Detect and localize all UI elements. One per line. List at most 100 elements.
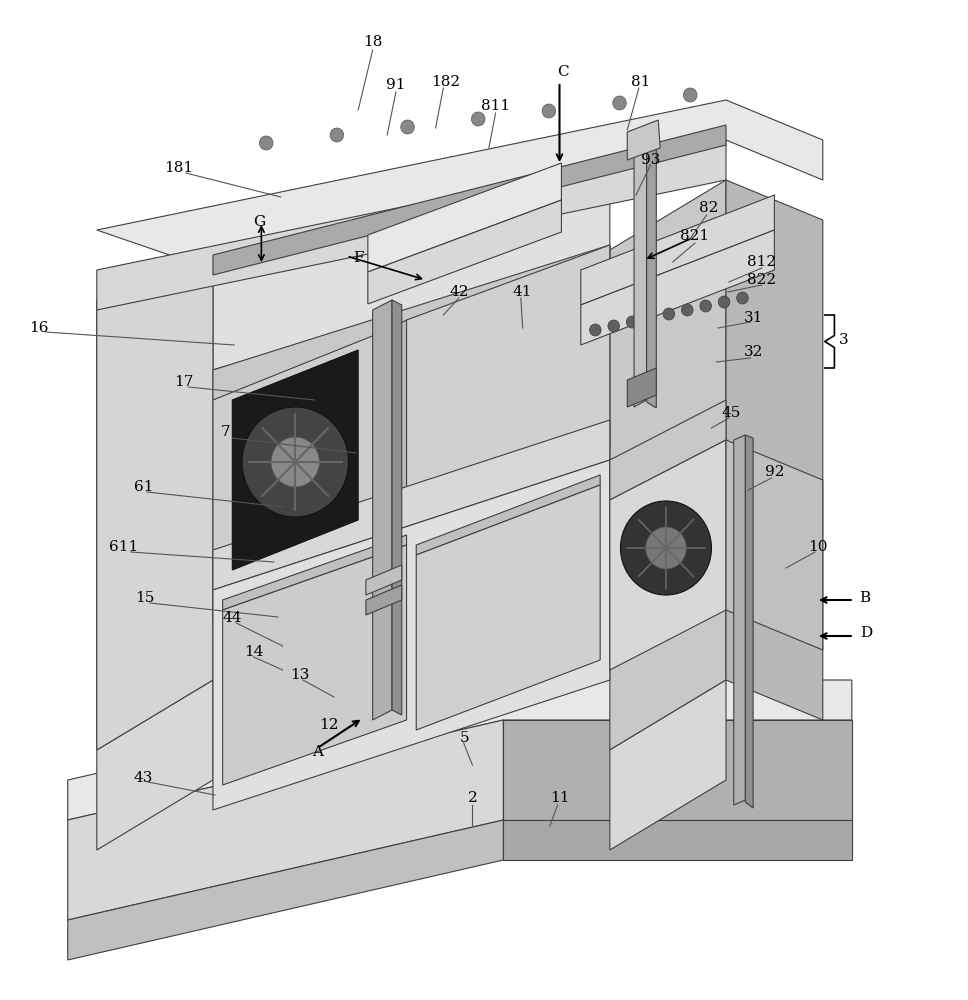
Polygon shape bbox=[392, 300, 402, 715]
Polygon shape bbox=[213, 420, 610, 590]
Polygon shape bbox=[581, 230, 774, 345]
Polygon shape bbox=[387, 320, 407, 560]
Text: 81: 81 bbox=[631, 75, 650, 89]
Polygon shape bbox=[68, 680, 852, 820]
Polygon shape bbox=[223, 545, 407, 785]
Text: 41: 41 bbox=[513, 285, 532, 299]
Polygon shape bbox=[213, 330, 387, 620]
Text: 31: 31 bbox=[743, 311, 763, 325]
Circle shape bbox=[626, 316, 638, 328]
Circle shape bbox=[646, 527, 686, 569]
Text: 45: 45 bbox=[721, 406, 741, 420]
Circle shape bbox=[542, 104, 556, 118]
Circle shape bbox=[645, 312, 656, 324]
Text: 44: 44 bbox=[223, 611, 242, 625]
Text: 7: 7 bbox=[221, 425, 230, 439]
Circle shape bbox=[471, 112, 485, 126]
Polygon shape bbox=[416, 485, 600, 730]
Polygon shape bbox=[581, 195, 774, 305]
Polygon shape bbox=[416, 475, 600, 555]
Polygon shape bbox=[407, 245, 610, 520]
Text: A: A bbox=[312, 745, 323, 759]
Text: 61: 61 bbox=[134, 480, 153, 494]
Text: 11: 11 bbox=[550, 791, 569, 805]
Circle shape bbox=[700, 300, 711, 312]
Text: 12: 12 bbox=[319, 718, 339, 732]
Circle shape bbox=[718, 296, 730, 308]
Polygon shape bbox=[232, 350, 358, 570]
Polygon shape bbox=[68, 820, 503, 960]
Polygon shape bbox=[373, 300, 392, 720]
Text: 181: 181 bbox=[165, 161, 194, 175]
Polygon shape bbox=[610, 680, 726, 850]
Circle shape bbox=[242, 407, 348, 517]
Polygon shape bbox=[627, 120, 660, 160]
Text: 14: 14 bbox=[244, 645, 263, 659]
Polygon shape bbox=[213, 460, 610, 810]
Text: 811: 811 bbox=[481, 99, 510, 113]
Circle shape bbox=[620, 501, 711, 595]
Text: 821: 821 bbox=[681, 229, 710, 243]
Text: 32: 32 bbox=[743, 345, 763, 359]
Text: 182: 182 bbox=[431, 75, 460, 89]
Polygon shape bbox=[97, 680, 213, 850]
Text: 17: 17 bbox=[174, 375, 194, 389]
Polygon shape bbox=[213, 125, 726, 275]
Text: 3: 3 bbox=[839, 333, 849, 347]
Polygon shape bbox=[503, 720, 852, 820]
Polygon shape bbox=[734, 435, 745, 805]
Polygon shape bbox=[745, 435, 753, 808]
Text: 10: 10 bbox=[808, 540, 828, 554]
Text: 43: 43 bbox=[134, 771, 153, 785]
Circle shape bbox=[681, 304, 693, 316]
Polygon shape bbox=[726, 180, 823, 720]
Text: 91: 91 bbox=[386, 78, 406, 92]
Text: 18: 18 bbox=[363, 35, 382, 49]
Polygon shape bbox=[366, 585, 402, 615]
Polygon shape bbox=[610, 180, 726, 750]
Circle shape bbox=[613, 96, 626, 110]
Text: 42: 42 bbox=[449, 285, 469, 299]
Text: C: C bbox=[558, 65, 569, 79]
Text: D: D bbox=[861, 626, 872, 640]
Polygon shape bbox=[213, 280, 610, 670]
Text: 812: 812 bbox=[747, 255, 776, 269]
Polygon shape bbox=[97, 270, 213, 750]
Text: F: F bbox=[353, 251, 363, 265]
Polygon shape bbox=[368, 163, 561, 272]
Text: 2: 2 bbox=[468, 791, 477, 805]
Circle shape bbox=[330, 128, 344, 142]
Polygon shape bbox=[610, 440, 726, 670]
Polygon shape bbox=[627, 368, 656, 407]
Text: 13: 13 bbox=[290, 668, 310, 682]
Text: G: G bbox=[254, 215, 265, 229]
Text: 611: 611 bbox=[109, 540, 138, 554]
Text: 93: 93 bbox=[641, 153, 660, 167]
Polygon shape bbox=[223, 535, 407, 610]
Polygon shape bbox=[726, 440, 823, 650]
Text: 822: 822 bbox=[747, 273, 776, 287]
Circle shape bbox=[663, 308, 675, 320]
Circle shape bbox=[401, 120, 414, 134]
Circle shape bbox=[737, 292, 748, 304]
Polygon shape bbox=[366, 565, 402, 595]
Polygon shape bbox=[97, 100, 823, 270]
Circle shape bbox=[590, 324, 601, 336]
Circle shape bbox=[259, 136, 273, 150]
Text: 5: 5 bbox=[460, 731, 469, 745]
Polygon shape bbox=[213, 245, 610, 400]
Circle shape bbox=[608, 320, 620, 332]
Polygon shape bbox=[647, 133, 656, 408]
Polygon shape bbox=[68, 720, 503, 920]
Polygon shape bbox=[368, 200, 561, 304]
Polygon shape bbox=[97, 230, 213, 750]
Text: 15: 15 bbox=[136, 591, 155, 605]
Text: 16: 16 bbox=[29, 321, 48, 335]
Polygon shape bbox=[634, 133, 647, 407]
Polygon shape bbox=[503, 820, 852, 860]
Text: 92: 92 bbox=[765, 465, 784, 479]
Polygon shape bbox=[213, 145, 610, 370]
Text: B: B bbox=[859, 591, 870, 605]
Circle shape bbox=[683, 88, 697, 102]
Polygon shape bbox=[610, 400, 726, 500]
